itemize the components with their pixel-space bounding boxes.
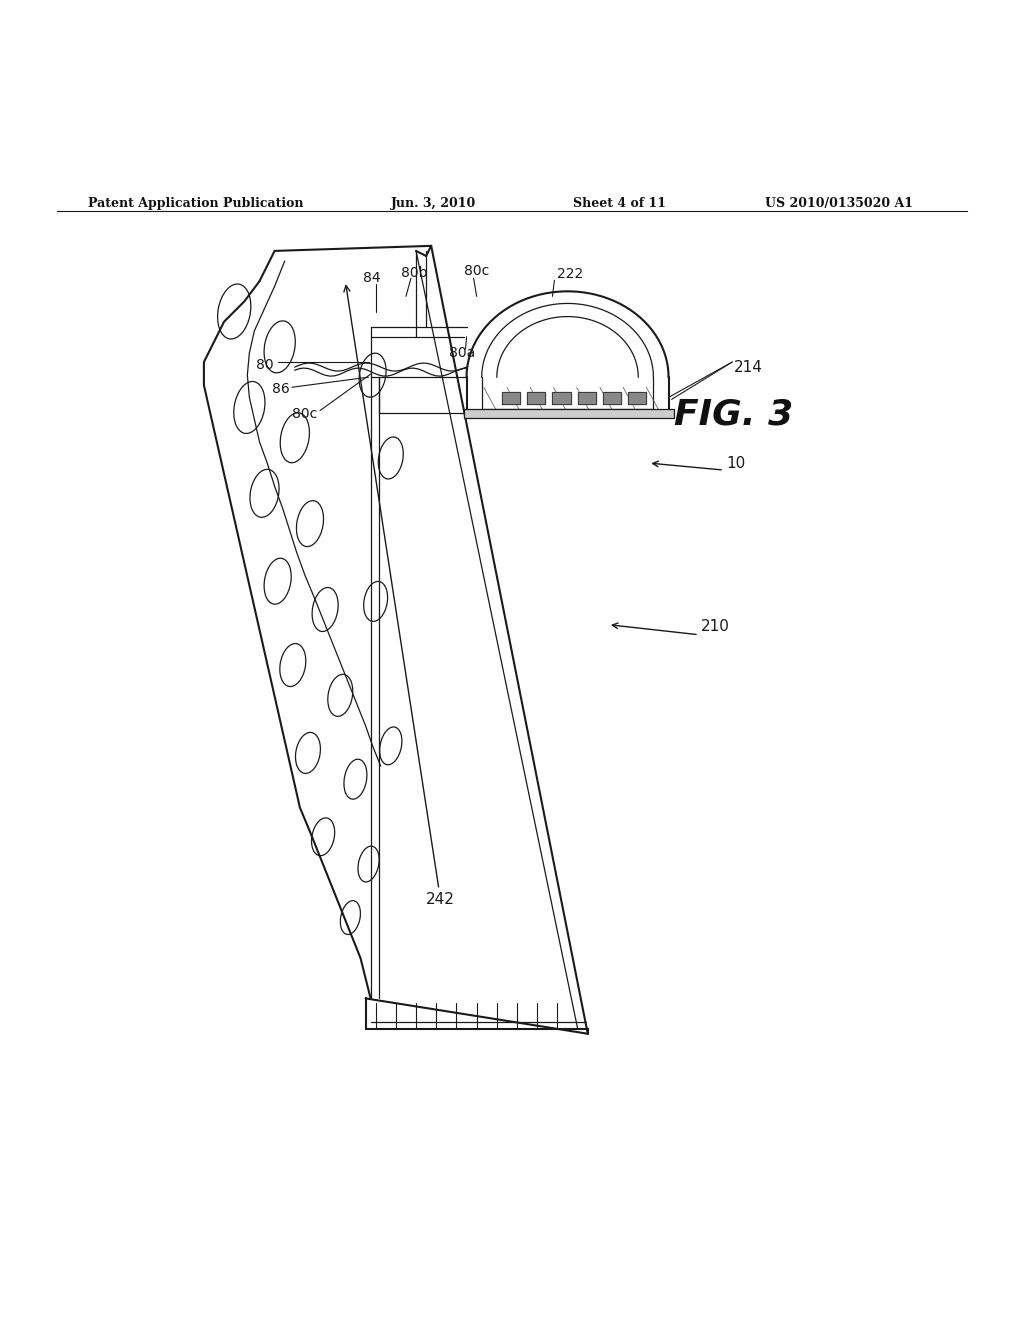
Text: Patent Application Publication: Patent Application Publication	[88, 198, 303, 210]
Text: US 2010/0135020 A1: US 2010/0135020 A1	[765, 198, 912, 210]
Text: 10: 10	[726, 455, 745, 470]
Polygon shape	[578, 392, 596, 404]
Polygon shape	[464, 409, 674, 417]
Polygon shape	[527, 392, 546, 404]
Text: 222: 222	[557, 267, 584, 281]
Text: 242: 242	[344, 285, 455, 907]
Text: 86: 86	[271, 383, 290, 396]
Polygon shape	[502, 392, 520, 404]
Text: 80: 80	[256, 358, 274, 372]
Polygon shape	[628, 392, 646, 404]
Text: 80b: 80b	[400, 267, 427, 280]
Polygon shape	[603, 392, 622, 404]
Text: FIG. 3: FIG. 3	[674, 397, 793, 432]
Text: Jun. 3, 2010: Jun. 3, 2010	[391, 198, 476, 210]
Text: 80c: 80c	[292, 407, 317, 421]
Text: Sheet 4 of 11: Sheet 4 of 11	[572, 198, 666, 210]
Text: 80a: 80a	[450, 346, 475, 360]
Polygon shape	[552, 392, 570, 404]
Text: 210: 210	[700, 619, 730, 634]
Text: 84: 84	[362, 271, 380, 285]
Text: 214: 214	[734, 359, 763, 375]
Text: 80c: 80c	[464, 264, 488, 279]
